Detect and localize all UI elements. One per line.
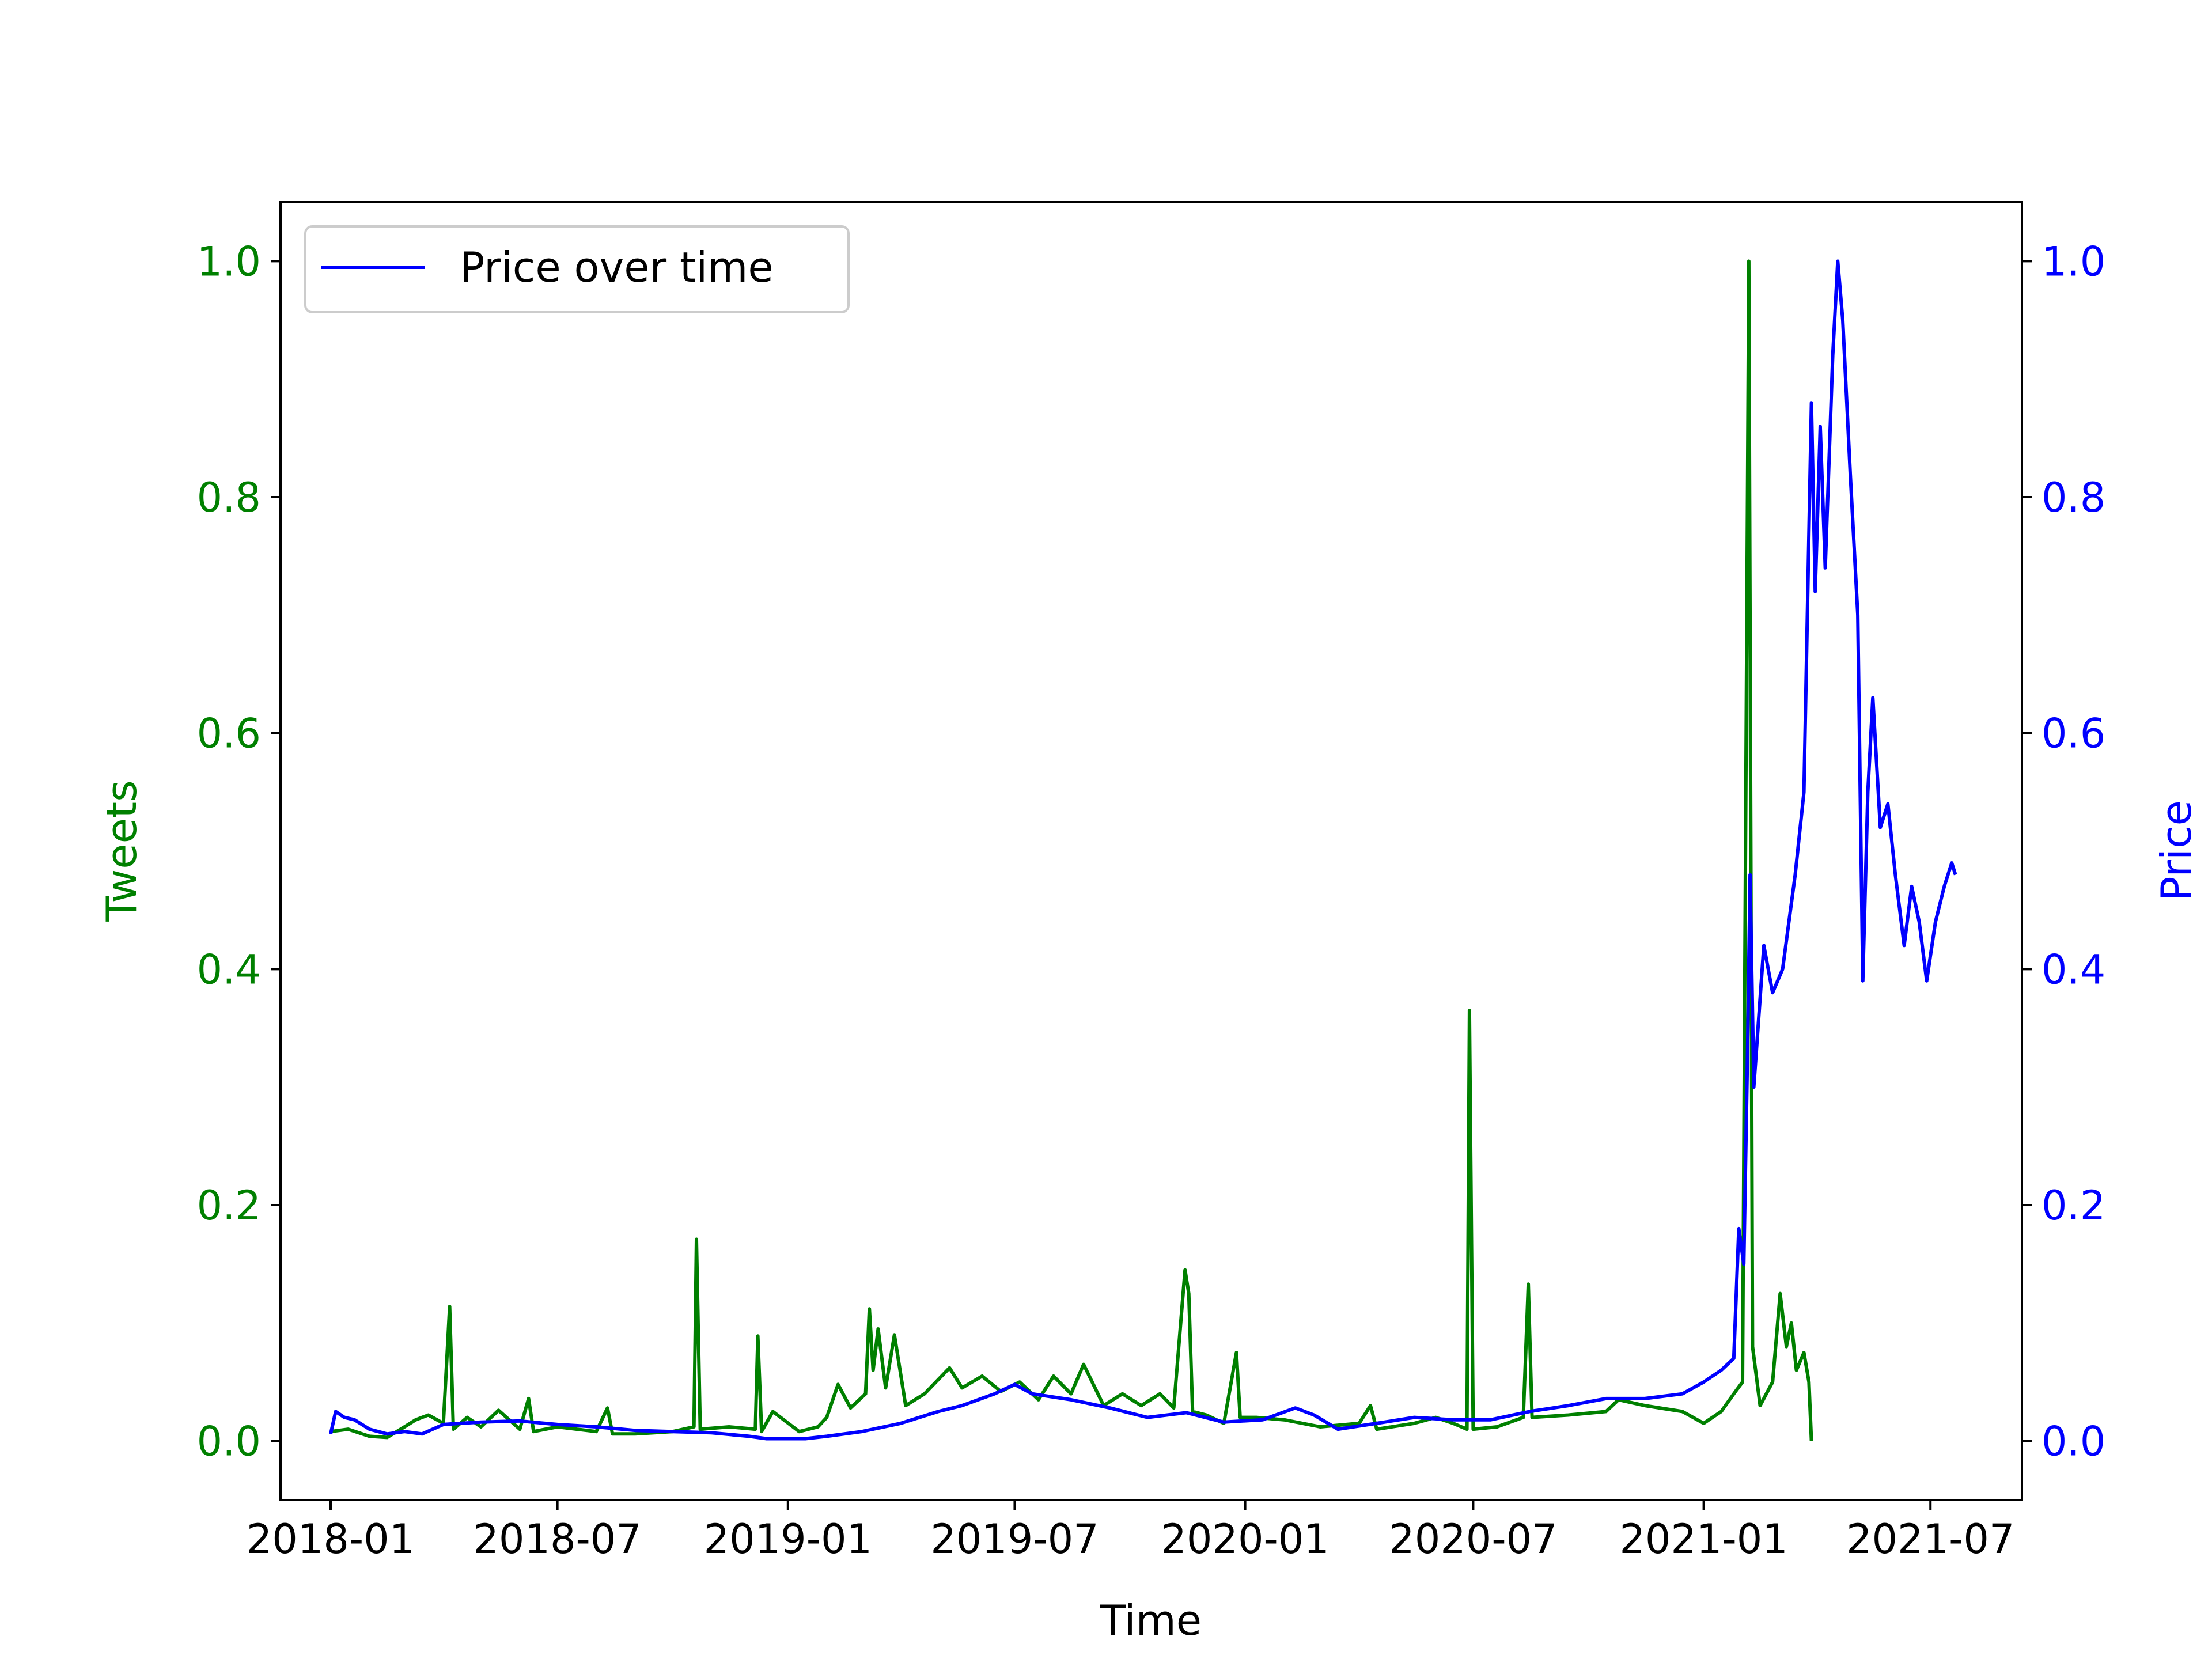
y-axis-right-label: Price [2152, 800, 2200, 902]
y-right-tick-label: 0.4 [2041, 946, 2105, 993]
y-right-tick-label: 0.6 [2041, 710, 2105, 757]
legend-label-price: Price over time [460, 243, 774, 291]
x-tick-label: 2018-07 [473, 1516, 641, 1563]
x-axis: 2018-01 2018-07 2019-01 2019-07 2020-01 2020-… [247, 1500, 2014, 1563]
y-left-tick-label: 0.8 [197, 474, 261, 521]
x-tick-label: 2021-07 [1846, 1516, 2014, 1563]
y-axis-left-label: Tweets [97, 780, 146, 922]
price-series-line [329, 259, 1957, 1441]
y-left-tick-label: 0.0 [197, 1418, 261, 1465]
price-line-group [329, 259, 1957, 1441]
x-tick-label: 2020-07 [1389, 1516, 1557, 1563]
y-right-tick-label: 0.2 [2041, 1182, 2105, 1229]
x-tick-label: 2018-01 [247, 1516, 415, 1563]
y-right-tick-label: 0.8 [2041, 474, 2105, 521]
x-tick-label: 2020-01 [1161, 1516, 1329, 1563]
x-axis-label: Time [1100, 1596, 1202, 1645]
tweets-line-group [330, 259, 1813, 1441]
legend: Price over time [304, 225, 850, 313]
y-left-tick-label: 0.6 [197, 710, 261, 757]
y-left-tick-label: 1.0 [197, 238, 261, 285]
y-axis-right: 0.0 0.2 0.4 0.6 0.8 1.0 [2022, 238, 2105, 1465]
x-tick-label: 2021-01 [1619, 1516, 1787, 1563]
y-left-tick-label: 0.2 [197, 1182, 261, 1229]
y-right-tick-label: 1.0 [2041, 238, 2105, 285]
axes-frame [279, 201, 2023, 1501]
y-right-tick-label: 0.0 [2041, 1418, 2105, 1465]
legend-box [304, 225, 850, 313]
x-tick-label: 2019-01 [704, 1516, 872, 1563]
y-axis-left: 0.0 0.2 0.4 0.6 0.8 1.0 [197, 238, 281, 1465]
x-tick-label: 2019-07 [930, 1516, 1099, 1563]
y-left-tick-label: 0.4 [197, 946, 261, 993]
tweets-series-line [330, 259, 1813, 1441]
